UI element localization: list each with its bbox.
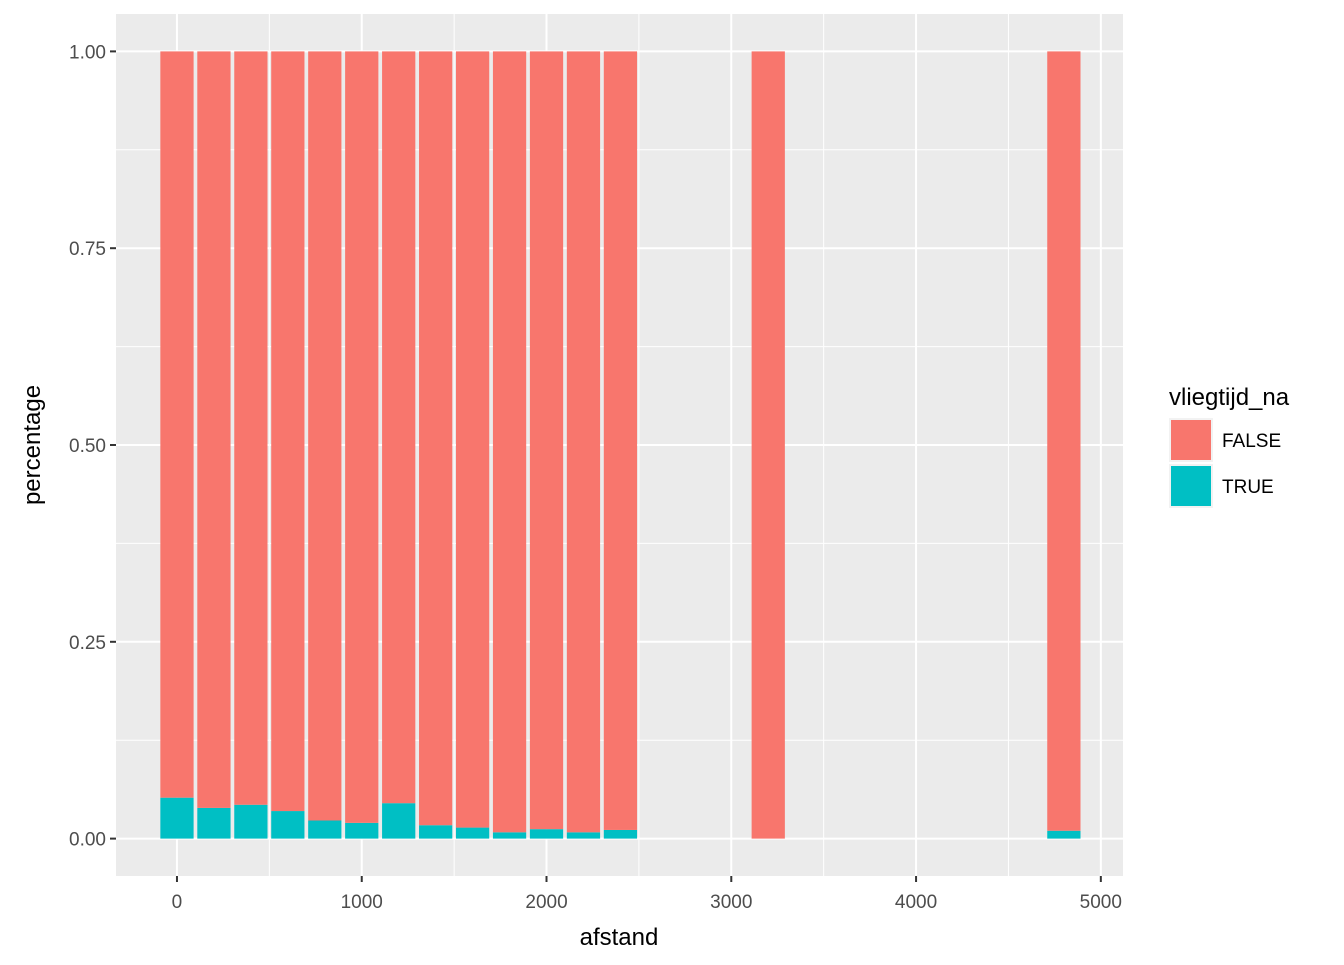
bar-segment-true — [160, 797, 194, 839]
bar-segment-true — [345, 822, 379, 839]
bar-segment-false — [419, 51, 453, 826]
bar-segment-false — [1047, 51, 1081, 831]
bar-segment-true — [566, 832, 601, 839]
legend-key-true — [1171, 466, 1211, 506]
bar-segment-true — [419, 825, 453, 839]
legend-label-true: TRUE — [1222, 477, 1274, 498]
y-tick-label: 0.25 — [69, 633, 106, 654]
bar-segment-true — [234, 804, 268, 839]
legend: vliegtijd_na FALSE TRUE — [1169, 384, 1290, 508]
bar-segment-false — [566, 51, 601, 833]
x-tick-label: 1000 — [341, 892, 383, 913]
y-tick-label: 1.00 — [69, 42, 106, 63]
bar-segment-false — [492, 51, 527, 833]
bar-segment-true — [492, 832, 527, 839]
bar-segment-true — [455, 827, 490, 839]
y-axis-title: percentage — [19, 385, 46, 505]
bar-segment-false — [160, 51, 194, 798]
bar-segment-false — [345, 51, 379, 823]
bar-segment-false — [751, 51, 785, 839]
y-tick-label: 0.75 — [69, 239, 106, 260]
bar-segment-false — [382, 51, 416, 804]
legend-key-false — [1171, 420, 1211, 460]
bar-segment-false — [234, 51, 268, 805]
bar-segment-true — [382, 803, 416, 839]
legend-title: vliegtijd_na — [1169, 384, 1290, 411]
y-tick-label: 0.00 — [69, 830, 106, 851]
x-tick-label: 3000 — [710, 892, 752, 913]
x-axis: 0 1000 2000 3000 4000 5000 — [172, 876, 1122, 913]
bar-segment-false — [603, 51, 638, 830]
bar-segment-false — [197, 51, 231, 808]
bar-segment-false — [455, 51, 490, 828]
bar-segment-true — [271, 811, 305, 839]
bars — [160, 51, 1081, 839]
bar-segment-true — [308, 820, 342, 839]
x-tick-label: 4000 — [895, 892, 937, 913]
y-axis: 0.00 0.25 0.50 0.75 1.00 — [69, 42, 116, 851]
y-tick-label: 0.50 — [69, 436, 106, 457]
legend-label-false: FALSE — [1222, 431, 1281, 452]
x-axis-title: afstand — [580, 924, 659, 951]
bar-segment-false — [308, 51, 342, 821]
bar-segment-false — [529, 51, 564, 830]
bar-segment-true — [603, 829, 638, 839]
bar-segment-true — [197, 807, 231, 839]
x-tick-label: 0 — [172, 892, 183, 913]
bar-segment-true — [529, 829, 564, 839]
bar-segment-false — [271, 51, 305, 812]
bar-segment-true — [1047, 830, 1081, 839]
x-tick-label: 2000 — [525, 892, 567, 913]
x-tick-label: 5000 — [1080, 892, 1122, 913]
